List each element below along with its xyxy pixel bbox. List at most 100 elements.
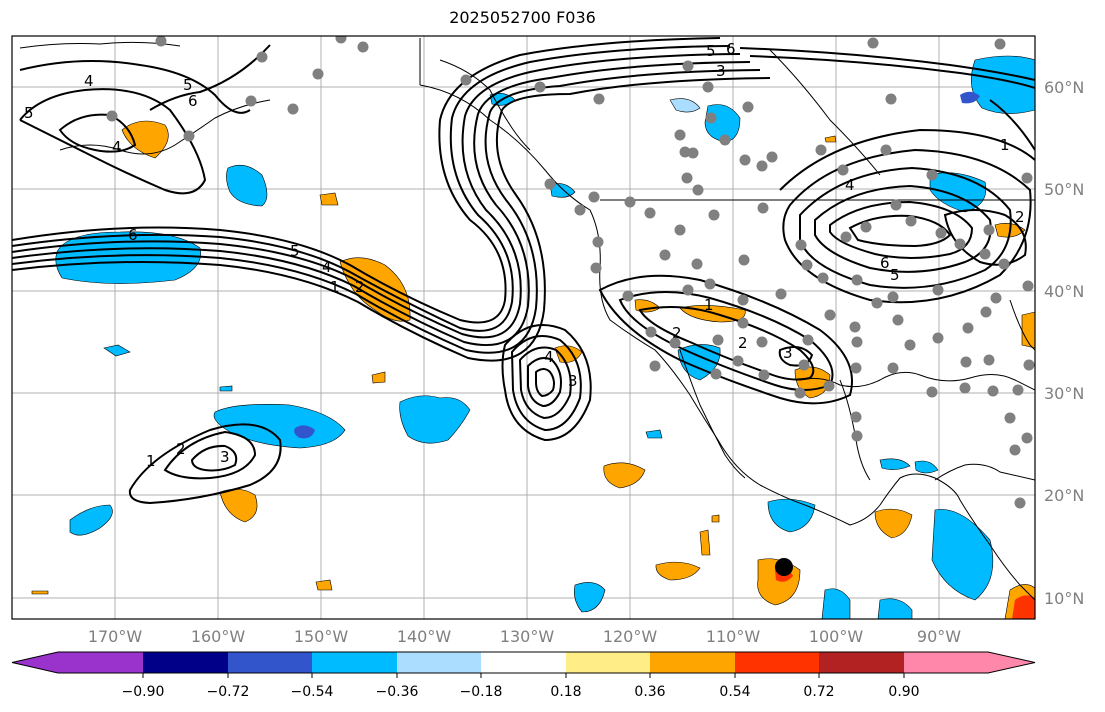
contour-label-2: 2 bbox=[355, 278, 365, 296]
contour-label-2: 2 bbox=[738, 334, 748, 352]
lon-label-140w: 140°W bbox=[397, 627, 452, 646]
station-dot bbox=[1022, 280, 1034, 292]
station-dot bbox=[649, 360, 661, 372]
colorbar-tick-label: 0.18 bbox=[550, 684, 581, 700]
station-dot bbox=[795, 239, 807, 251]
warm-anomaly-core bbox=[1012, 595, 1035, 619]
cool-anomaly bbox=[55, 231, 202, 284]
station-dot bbox=[739, 154, 751, 166]
colorbar-tick-label: 0.72 bbox=[803, 684, 834, 700]
station-dot bbox=[815, 144, 827, 156]
warm-anomaly bbox=[699, 529, 711, 556]
lon-label-130w: 130°W bbox=[500, 627, 555, 646]
latitude-labels: 60°N 50°N 40°N 30°N 20°N 10°N bbox=[1044, 78, 1084, 608]
station-dot bbox=[593, 93, 605, 105]
station-dot bbox=[802, 334, 814, 346]
station-dot bbox=[679, 146, 691, 158]
station-dot bbox=[983, 354, 995, 366]
station-dot bbox=[692, 184, 704, 196]
contour-label-3: 3 bbox=[220, 448, 230, 466]
cool-anomaly bbox=[645, 429, 663, 439]
colorbar-bin bbox=[228, 652, 312, 673]
contour-label-6: 6 bbox=[726, 40, 736, 58]
map-title: 2025052700 F036 bbox=[449, 8, 596, 27]
station-dot bbox=[712, 334, 724, 346]
colorbar-extend-low bbox=[12, 652, 58, 673]
colorbar-tick-label: −0.54 bbox=[291, 684, 334, 700]
station-dot bbox=[681, 172, 693, 184]
station-dot bbox=[682, 60, 694, 72]
station-dot bbox=[245, 95, 257, 107]
station-dot bbox=[892, 314, 904, 326]
lon-label-150w: 150°W bbox=[294, 627, 349, 646]
contour-label-3: 3 bbox=[716, 62, 726, 80]
station-dot bbox=[1021, 432, 1033, 444]
station-dot bbox=[850, 411, 862, 423]
station-dot bbox=[823, 380, 835, 392]
colorbar-bin bbox=[481, 652, 566, 673]
warm-anomaly bbox=[655, 561, 701, 581]
station-dot bbox=[155, 36, 167, 47]
station-dot bbox=[719, 134, 731, 146]
station-dot bbox=[887, 362, 899, 374]
station-dot bbox=[256, 51, 268, 63]
colorbar-extend-high bbox=[988, 652, 1035, 673]
station-dot bbox=[687, 147, 699, 159]
station-dot bbox=[674, 129, 686, 141]
colorbar-bin bbox=[735, 652, 819, 673]
contour-label-4: 4 bbox=[845, 176, 855, 194]
contours bbox=[12, 37, 1035, 505]
station-dot bbox=[954, 238, 966, 250]
cool-anomaly bbox=[213, 404, 346, 449]
contour-label-5: 5 bbox=[706, 42, 716, 60]
lon-label-90w: 90°W bbox=[917, 627, 961, 646]
station-dot bbox=[1023, 359, 1035, 371]
cool-anomaly bbox=[677, 344, 721, 381]
warm-anomaly bbox=[603, 462, 646, 489]
station-dot bbox=[106, 110, 118, 122]
cool-anomaly bbox=[669, 98, 701, 113]
longitude-labels: 170°W 160°W 150°W 140°W 130°W 120°W 110°… bbox=[88, 627, 961, 646]
station-dot bbox=[544, 178, 556, 190]
station-dot bbox=[980, 306, 992, 318]
station-dot bbox=[588, 191, 600, 203]
lat-label-40n: 40°N bbox=[1044, 282, 1084, 301]
cool-anomaly bbox=[879, 458, 911, 470]
map-border bbox=[11, 35, 1036, 620]
station-dot bbox=[335, 36, 347, 44]
station-dot bbox=[926, 169, 938, 181]
station-dot bbox=[990, 292, 1002, 304]
station-dot bbox=[1004, 412, 1016, 424]
warm-anomaly bbox=[339, 257, 411, 322]
lon-label-170w: 170°W bbox=[88, 627, 143, 646]
lon-label-110w: 110°W bbox=[706, 627, 761, 646]
cool-anomaly bbox=[549, 183, 576, 198]
warm-anomaly bbox=[824, 135, 837, 143]
contour-label-5: 5 bbox=[24, 104, 34, 122]
warm-anomaly bbox=[1021, 311, 1035, 349]
contour-label-6: 6 bbox=[128, 226, 138, 244]
cool-anomaly-core bbox=[960, 91, 980, 104]
colorbar-outline bbox=[11, 651, 1036, 674]
station-dot bbox=[860, 221, 872, 233]
station-dot bbox=[756, 160, 768, 172]
warm-anomaly bbox=[319, 192, 339, 206]
warm-anomaly bbox=[121, 120, 169, 159]
contour-label-6: 6 bbox=[880, 254, 890, 272]
station-dot bbox=[737, 294, 749, 306]
cool-anomaly-core bbox=[294, 425, 315, 439]
contour-label-5: 5 bbox=[890, 266, 900, 284]
station-markers bbox=[106, 36, 1035, 509]
contour-label-3: 3 bbox=[568, 372, 578, 390]
cool-anomaly bbox=[399, 395, 471, 444]
station-dot bbox=[932, 332, 944, 344]
storm-marker bbox=[775, 558, 793, 576]
station-dot bbox=[287, 103, 299, 115]
contour-labels: 6 5 4 2 1 4 5 4 6 5 5 6 3 4 6 5 1 2 1 2 … bbox=[24, 40, 1025, 470]
colorbar-bin bbox=[650, 652, 735, 673]
station-dot bbox=[357, 41, 369, 53]
cool-anomaly bbox=[226, 164, 268, 207]
contour-label-4: 4 bbox=[112, 138, 122, 156]
colorbar-tick-label: −0.18 bbox=[460, 684, 503, 700]
